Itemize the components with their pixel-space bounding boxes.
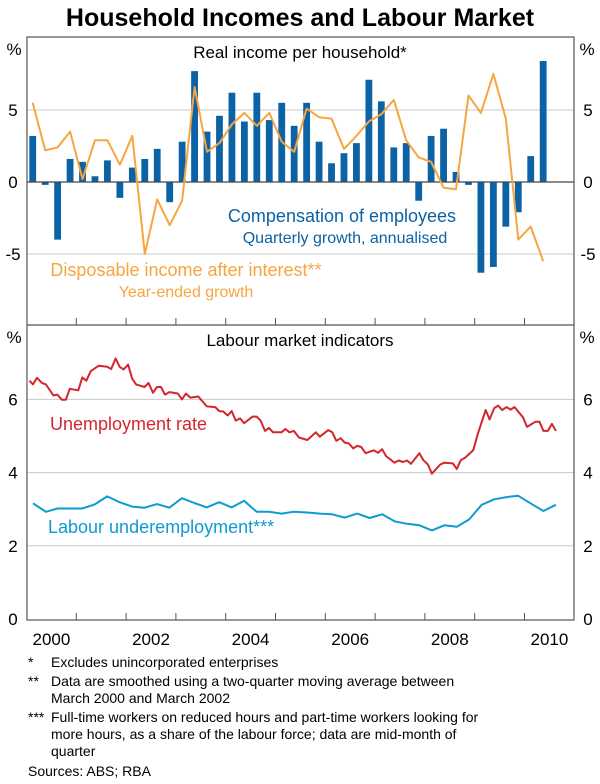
compensation-bar bbox=[527, 156, 535, 182]
y-tick-label-left: 0 bbox=[8, 610, 17, 629]
x-tick-label: 2008 bbox=[431, 630, 469, 649]
note-2-line-1: Data are smoothed using a two-quarter mo… bbox=[51, 673, 454, 689]
compensation-bar bbox=[377, 101, 385, 182]
compensation-bar bbox=[203, 131, 211, 182]
compensation-bar bbox=[328, 163, 335, 182]
compensation-bar bbox=[427, 135, 435, 182]
y-tick-label-right: 0 bbox=[583, 610, 592, 629]
compensation-bar bbox=[390, 147, 398, 182]
note-3-line-1: Full-time workers on reduced hours and p… bbox=[51, 709, 479, 725]
compensation-bar bbox=[116, 182, 124, 198]
chart-title: Household Incomes and Labour Market bbox=[66, 4, 535, 32]
bottom-right-unit-label: % bbox=[579, 328, 594, 347]
disposable-income-line bbox=[31, 73, 545, 262]
compensation-bar bbox=[91, 176, 99, 182]
note-3-line-3: quarter bbox=[51, 743, 96, 759]
unemployment-rate-line bbox=[28, 357, 557, 475]
compensation-bar bbox=[66, 158, 74, 182]
compensation-bar bbox=[216, 115, 223, 182]
top-panel-title: Real income per household* bbox=[193, 43, 407, 62]
top-left-unit-label: % bbox=[6, 40, 21, 59]
compensation-bar bbox=[539, 61, 547, 182]
compensation-bar bbox=[340, 153, 348, 182]
compensation-bar bbox=[303, 102, 311, 182]
y-tick-label-right: 0 bbox=[583, 173, 592, 192]
compensation-bar bbox=[54, 182, 62, 240]
compensation-bar bbox=[29, 135, 37, 182]
x-tick-label: 2006 bbox=[331, 630, 369, 649]
disposable-income-sublabel: Year-ended growth bbox=[119, 284, 254, 301]
x-tick-label: 2002 bbox=[132, 630, 170, 649]
top-right-unit-label: % bbox=[579, 40, 594, 59]
top-panel-marks bbox=[27, 61, 574, 273]
y-tick-label-left: 0 bbox=[8, 173, 17, 192]
y-tick-label-left: 4 bbox=[8, 464, 17, 483]
y-tick-label-right: 5 bbox=[583, 101, 592, 120]
compensation-sublabel: Quarterly growth, annualised bbox=[243, 230, 448, 247]
underemployment-line bbox=[32, 494, 557, 532]
compensation-bar bbox=[240, 121, 248, 182]
note-3-marker: *** bbox=[28, 709, 45, 725]
sources: Sources: ABS; RBA bbox=[28, 763, 152, 779]
footnotes: * Excludes unincorporated enterprises **… bbox=[28, 654, 479, 779]
y-tick-label-right: 6 bbox=[583, 390, 592, 409]
compensation-bar bbox=[104, 160, 111, 182]
compensation-label: Compensation of employees bbox=[228, 206, 456, 226]
y-tick-label-right: 2 bbox=[583, 537, 592, 556]
compensation-bar bbox=[191, 71, 198, 182]
x-tick-label: 2010 bbox=[530, 630, 568, 649]
compensation-bar bbox=[477, 182, 485, 273]
compensation-bar bbox=[141, 158, 149, 182]
compensation-bar bbox=[502, 182, 510, 227]
compensation-bar bbox=[41, 182, 49, 185]
compensation-bar bbox=[440, 128, 447, 182]
compensation-bar bbox=[353, 143, 360, 182]
compensation-bar bbox=[465, 182, 472, 185]
y-tick-label-left: 6 bbox=[8, 390, 17, 409]
disposable-income-label: Disposable income after interest** bbox=[50, 260, 321, 280]
bottom-panel-title: Labour market indicators bbox=[206, 331, 393, 350]
y-tick-label-left: 2 bbox=[8, 537, 17, 556]
y-tick-labels: 5 5 0 0 -5 -5 6 6 4 4 2 2 0 0 bbox=[5, 101, 595, 629]
compensation-bar bbox=[290, 125, 298, 182]
compensation-bar bbox=[402, 143, 410, 182]
compensation-bar bbox=[489, 182, 497, 267]
note-3-line-2: more hours, as a share of the labour for… bbox=[51, 726, 457, 742]
compensation-bar bbox=[415, 182, 423, 201]
y-tick-label-left: -5 bbox=[5, 245, 20, 264]
y-tick-label-right: 4 bbox=[583, 464, 592, 483]
bottom-panel-marks bbox=[28, 357, 557, 532]
note-1-marker: * bbox=[28, 654, 34, 670]
note-2-line-2: March 2000 and March 2002 bbox=[51, 690, 230, 706]
x-tick-label: 2004 bbox=[232, 630, 270, 649]
compensation-bar bbox=[128, 167, 136, 182]
note-1-line-1: Excludes unincorporated enterprises bbox=[51, 654, 278, 670]
compensation-bar bbox=[79, 161, 86, 182]
unemployment-label: Unemployment rate bbox=[50, 414, 207, 434]
compensation-bar bbox=[166, 182, 174, 203]
compensation-bar bbox=[265, 120, 273, 182]
y-tick-label-right: -5 bbox=[580, 245, 595, 264]
compensation-bar bbox=[153, 148, 161, 182]
compensation-bar bbox=[452, 171, 460, 182]
underemployment-label: Labour underemployment*** bbox=[48, 517, 274, 537]
compensation-bar bbox=[253, 92, 261, 182]
x-tick-labels: 2000 2002 2004 2006 2008 2010 bbox=[32, 318, 568, 649]
compensation-bar bbox=[365, 79, 373, 182]
bottom-left-unit-label: % bbox=[6, 328, 21, 347]
compensation-bar bbox=[228, 92, 236, 182]
y-tick-label-left: 5 bbox=[8, 101, 17, 120]
compensation-bar bbox=[315, 141, 323, 182]
note-2-marker: ** bbox=[28, 673, 39, 689]
compensation-bar bbox=[514, 182, 522, 213]
x-tick-label: 2000 bbox=[32, 630, 70, 649]
compensation-bar bbox=[178, 141, 186, 182]
plot-frame bbox=[26, 36, 575, 621]
